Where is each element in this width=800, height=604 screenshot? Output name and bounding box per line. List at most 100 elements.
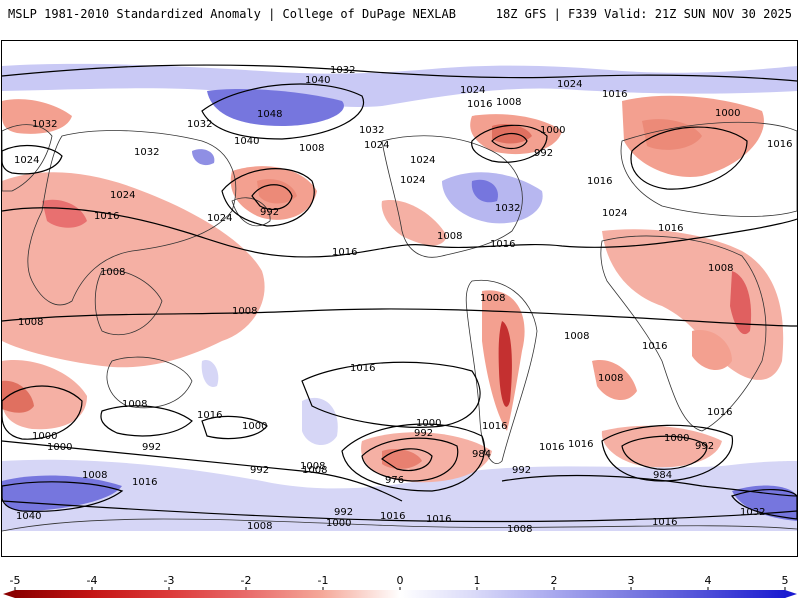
isobar-label: 1016: [587, 176, 612, 187]
map-title: MSLP 1981-2010 Standardized Anomaly | Co…: [8, 7, 456, 21]
isobar-label: 1016: [707, 407, 732, 418]
isobar-label: 1024: [460, 85, 485, 96]
colorbar-tick-label: 3: [628, 574, 635, 587]
colorbar-segment: [15, 590, 93, 598]
isobar-label: 1008: [100, 267, 125, 278]
isobar-label: 1016: [490, 239, 515, 250]
colorbar-segment: [477, 590, 555, 598]
colorbar-tick-label: 4: [705, 574, 712, 587]
isobar-label: 992: [250, 465, 269, 476]
isobar-label: 1032: [495, 203, 520, 214]
isobar-label: 1016: [482, 421, 507, 432]
isobar-label: 1024: [557, 79, 582, 90]
colorbar-segment: [554, 590, 632, 598]
isobars: [2, 64, 797, 523]
strong-negative-anomaly-shading: [2, 119, 752, 469]
isobar-label: 992: [142, 442, 161, 453]
isobar-label: 1000: [540, 125, 565, 136]
colorbar-tick-label: 2: [551, 574, 558, 587]
isobar-label: 1024: [410, 155, 435, 166]
isobar-label: 1024: [207, 213, 232, 224]
isobar-label: 1008: [232, 306, 257, 317]
isobar-label: 1016: [380, 511, 405, 522]
colorbar-segment: [708, 590, 786, 598]
isobar-label: 1008: [18, 317, 43, 328]
isobar-label: 1016: [94, 211, 119, 222]
isobar-label: 1024: [400, 175, 425, 186]
colorbar-tick-label: -5: [10, 574, 21, 587]
isobar-label: 1008: [247, 521, 272, 532]
isobar-label: 1016: [350, 363, 375, 374]
isobar-label: 992: [334, 507, 353, 518]
isobar-label: 1000: [416, 418, 441, 429]
colorbar-ticks: -5 -4 -3 -2 -1 0 1 2 3 4 5: [10, 574, 789, 590]
isobar-label: 1000: [326, 518, 351, 529]
isobar-label: 992: [414, 428, 433, 439]
isobar-label: 1008: [496, 97, 521, 108]
isobar-label: 1016: [642, 341, 667, 352]
colorbar-tick-label: -1: [318, 574, 329, 587]
colorbar-segment: [169, 590, 247, 598]
isobar-label: 1016: [467, 99, 492, 110]
isobar-label: 992: [534, 148, 553, 159]
isobar-label: 1016: [652, 517, 677, 528]
isobar-label: 1008: [708, 263, 733, 274]
colorbar-segment: [323, 590, 401, 598]
isobar-label: 1008: [82, 470, 107, 481]
colorbar-tick-label: -4: [87, 574, 98, 587]
isobar-label: 1008: [598, 373, 623, 384]
isobar-label: 976: [385, 475, 404, 486]
isobar-label: 984: [653, 470, 672, 481]
model-run-valid-time: 18Z GFS | F339 Valid: 21Z SUN NOV 30 202…: [495, 7, 792, 21]
isobar-label: 1032: [740, 507, 765, 518]
isobar-label: 1016: [332, 247, 357, 258]
isobar-label: 1024: [14, 155, 39, 166]
isobar-label: 1000: [47, 442, 72, 453]
isobar-label: 1032: [330, 65, 355, 76]
colorbar-tick-label: 0: [397, 574, 404, 587]
isobar-label: 1008: [507, 524, 532, 535]
isobar-label: 1000: [32, 431, 57, 442]
isobar-label: 1024: [364, 140, 389, 151]
colorbar-segment: [400, 590, 478, 598]
isobar-label: 1040: [16, 511, 41, 522]
isobar-label: 1040: [305, 75, 330, 86]
isobar-label: 1016: [197, 410, 222, 421]
negative-anomaly-shading: [2, 95, 784, 483]
anomaly-colorbar: -5 -4 -3 -2 -1 0 1 2 3 4 5: [0, 570, 800, 600]
isobar-label: 1000: [664, 433, 689, 444]
colorbar-tick-label: -2: [241, 574, 252, 587]
isobar-label: 1008: [564, 331, 589, 342]
isobar-label: 1016: [426, 514, 451, 525]
isobar-label: 1032: [359, 125, 384, 136]
map-svg: 1032 1040 1032 1024 1016 1008 1024 1016 …: [2, 63, 797, 535]
isobar-label: 1016: [539, 442, 564, 453]
isobar-label: 1016: [602, 89, 627, 100]
isobar-label: 1008: [302, 465, 327, 476]
isobar-label: 1016: [767, 139, 792, 150]
isobar-label: 992: [695, 441, 714, 452]
isobar-label: 992: [260, 207, 279, 218]
isobar-label: 1008: [437, 231, 462, 242]
isobar-label: 1048: [257, 109, 282, 120]
isobar-label: 1016: [568, 439, 593, 450]
isobar-label: 1016: [132, 477, 157, 488]
colorbar-min-arrow: [3, 590, 15, 598]
colorbar-swatches: [3, 590, 797, 598]
colorbar-segment: [631, 590, 709, 598]
isobar-label: 1032: [32, 119, 57, 130]
isobar-label: 984: [472, 449, 491, 460]
isobar-label: 992: [512, 465, 531, 476]
isobar-label: 1000: [715, 108, 740, 119]
map-panel: 1032 1040 1032 1024 1016 1008 1024 1016 …: [1, 40, 798, 557]
isobar-label: 1016: [658, 223, 683, 234]
colorbar-tick-label: 1: [474, 574, 481, 587]
isobar-label: 1032: [187, 119, 212, 130]
isobar-label: 1024: [110, 190, 135, 201]
colorbar-segment: [92, 590, 170, 598]
isobar-label: 1008: [300, 461, 325, 472]
isobar-label: 1000: [242, 421, 267, 432]
colorbar-segment: [246, 590, 324, 598]
isobar-label: 1008: [122, 399, 147, 410]
isobar-label: 1008: [480, 293, 505, 304]
